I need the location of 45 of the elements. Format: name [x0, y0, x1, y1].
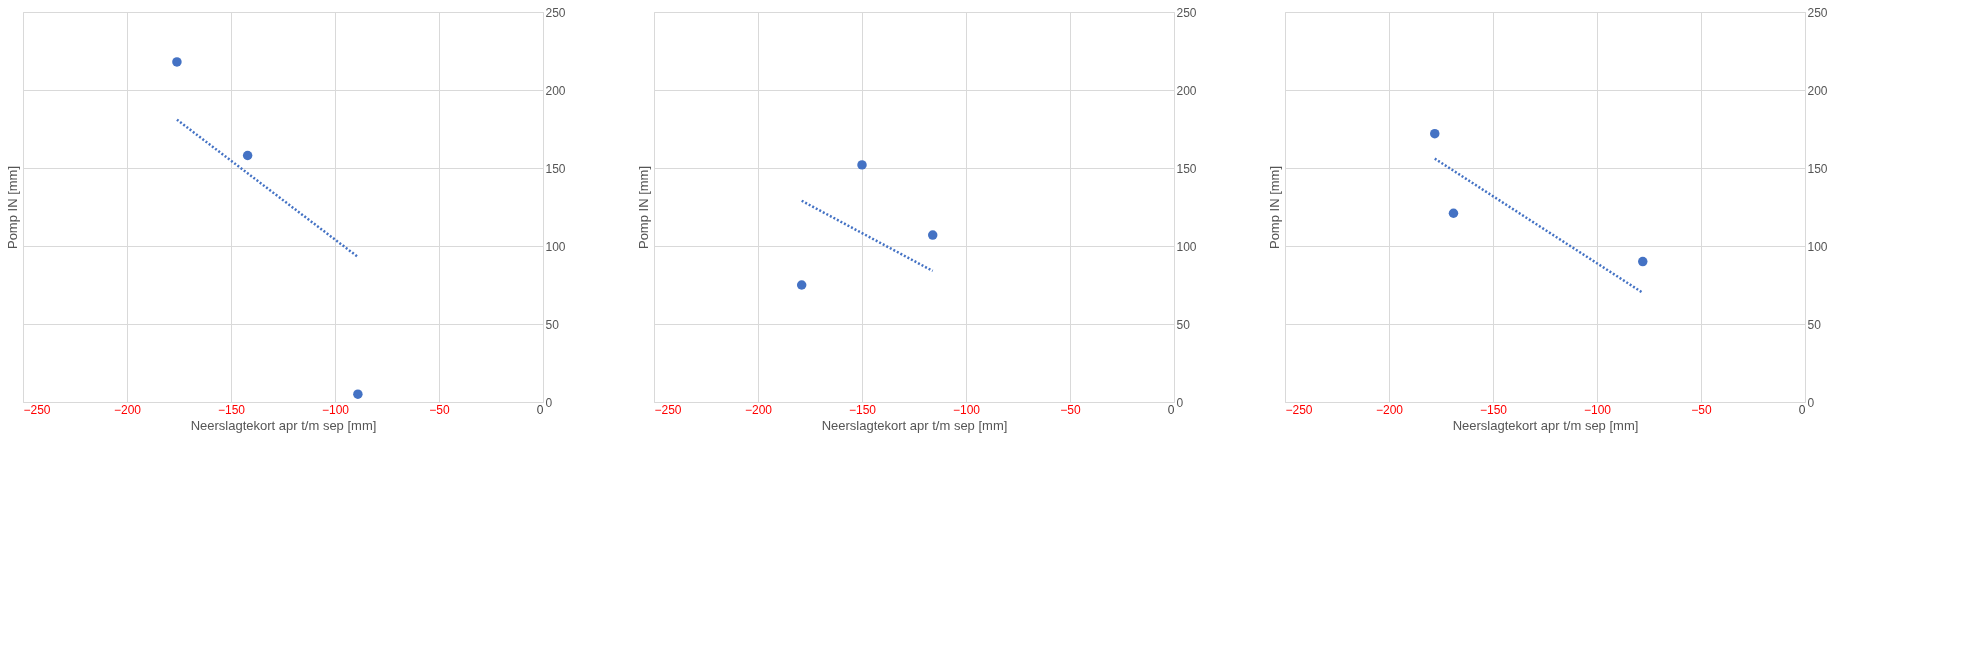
y-tick-label: 200 — [1807, 83, 1828, 98]
y-tick-label: 50 — [1176, 317, 1191, 332]
x-tick-label: −250 — [654, 402, 682, 417]
y-tick-label: 150 — [1176, 161, 1197, 176]
x-tick-label: −200 — [1375, 402, 1404, 417]
point — [172, 57, 182, 67]
y-tick-label: 200 — [1176, 83, 1197, 98]
y-tick-label: 250 — [1176, 5, 1197, 20]
x-tick-label: −100 — [321, 402, 350, 417]
y-axis-title: Pomp IN [mm] — [635, 165, 651, 250]
x-tick-label: −100 — [1583, 402, 1612, 417]
point — [1448, 208, 1459, 218]
y-tick-label: 200 — [545, 83, 566, 98]
x-tick-label: −200 — [744, 402, 773, 417]
x-tick-label: −50 — [1691, 402, 1712, 417]
y-axis-title: Pomp IN [mm] — [1266, 165, 1282, 250]
x-tick-label: −150 — [1479, 402, 1508, 417]
point — [796, 280, 807, 290]
x-tick-label: −200 — [113, 402, 142, 417]
x-tick-label: −150 — [217, 402, 246, 417]
y-tick-label: 250 — [545, 5, 566, 20]
y-tick-label: 50 — [1807, 317, 1822, 332]
point — [1638, 256, 1648, 267]
point — [353, 389, 363, 399]
x-tick-label: −250 — [23, 402, 51, 417]
point — [927, 230, 938, 240]
x-axis-title: Neerslagtekort apr t/m sep [mm] — [190, 417, 377, 433]
point — [857, 160, 867, 170]
point — [1430, 128, 1440, 139]
x-tick-label: −50 — [1060, 402, 1081, 417]
y-tick-label: 100 — [545, 239, 566, 254]
x-tick-label: −50 — [429, 402, 450, 417]
y-tick-label: 100 — [1176, 239, 1197, 254]
y-tick-label: 100 — [1807, 239, 1828, 254]
y-tick-label: 150 — [1807, 161, 1828, 176]
point — [242, 150, 253, 161]
x-tick-label: −100 — [952, 402, 981, 417]
y-tick-label: 50 — [545, 317, 560, 332]
y-tick-label: 150 — [545, 161, 566, 176]
x-tick-label: −150 — [848, 402, 877, 417]
y-tick-label: 250 — [1807, 5, 1828, 20]
y-axis-title: Pomp IN [mm] — [4, 165, 20, 250]
x-axis-title: Neerslagtekort apr t/m sep [mm] — [1452, 417, 1639, 433]
x-tick-label: −250 — [1285, 402, 1313, 417]
x-axis-title: Neerslagtekort apr t/m sep [mm] — [821, 417, 1008, 433]
